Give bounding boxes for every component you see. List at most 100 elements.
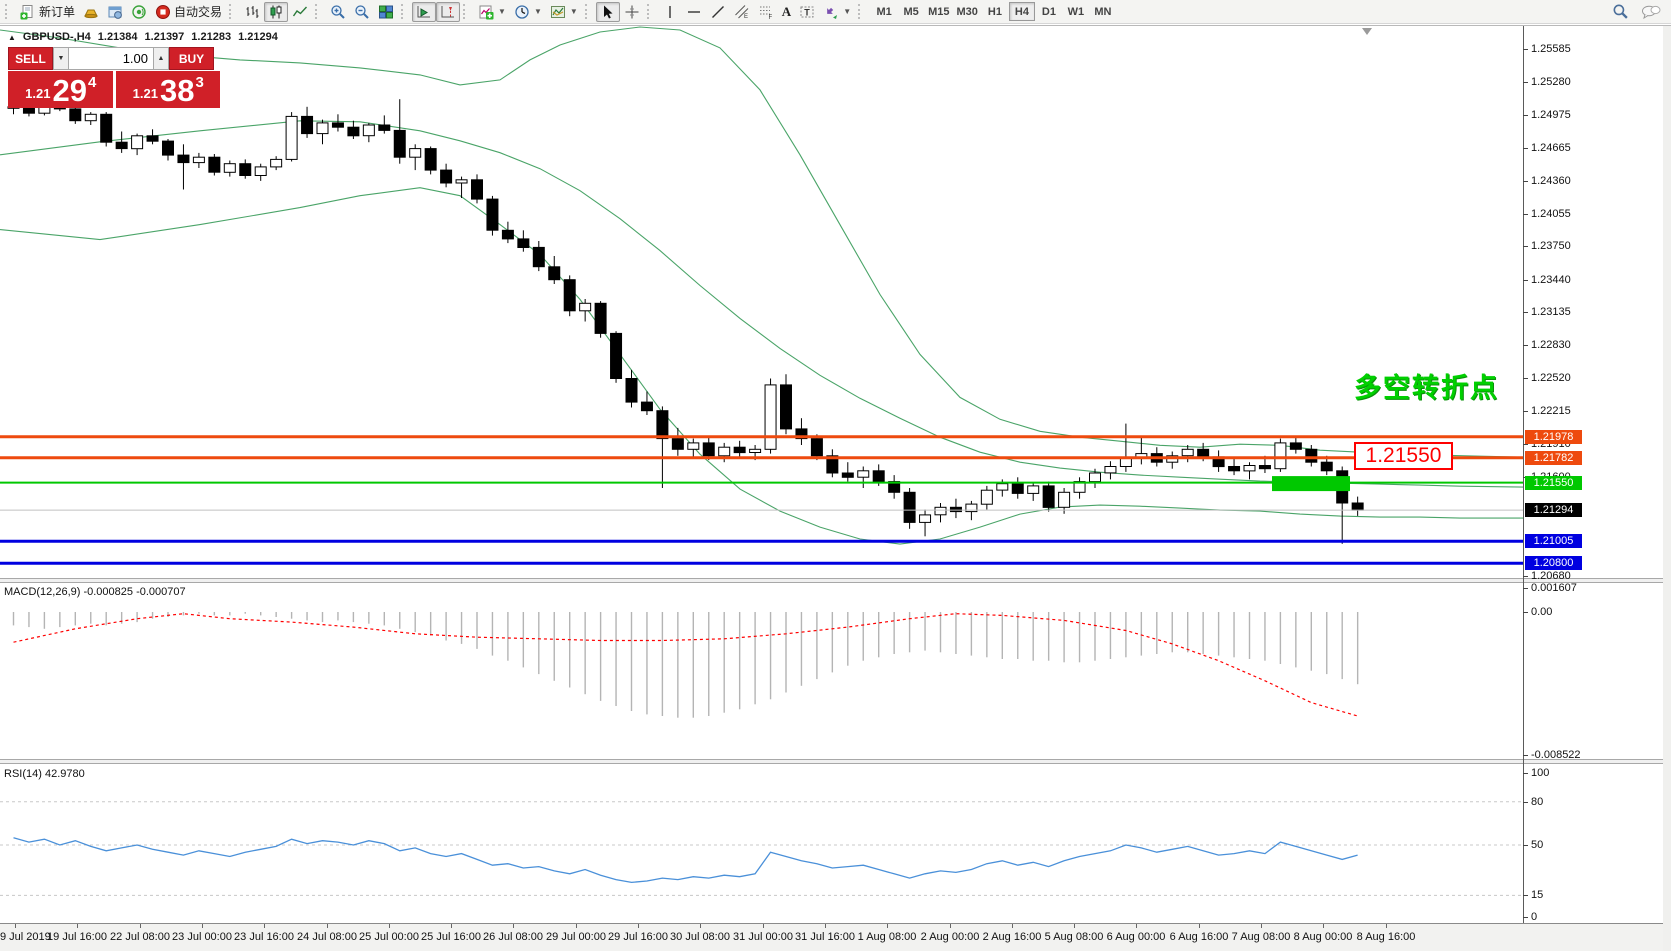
trendline-tool-button[interactable] [706, 2, 730, 22]
autotrading-label: 自动交易 [174, 5, 223, 19]
candle-bearish [594, 302, 607, 334]
auto-scroll-button[interactable] [412, 1, 437, 22]
label-tool-button[interactable]: T [795, 2, 819, 22]
panel-separator[interactable] [0, 578, 1671, 583]
cursor-tool-button[interactable] [595, 1, 620, 22]
templates-icon [550, 5, 565, 18]
ohlc-open: 1.21384 [97, 31, 138, 43]
buy-price-quote[interactable]: 1.21 38 3 [115, 71, 220, 108]
rsi-panel [0, 764, 1523, 922]
periods-button[interactable]: ▼ [510, 2, 546, 22]
horizontal-line-icon [687, 10, 700, 13]
signals-button[interactable] [127, 2, 151, 22]
panel-separator[interactable] [0, 759, 1671, 764]
toolbar-handle [646, 4, 653, 19]
timeframe-button-h4[interactable]: H4 [1008, 2, 1035, 21]
chart-profile-button[interactable] [79, 2, 103, 22]
timeframe-button-m30[interactable]: M30 [954, 2, 981, 21]
search-icon[interactable] [1612, 3, 1629, 20]
time-tick-mark [825, 924, 826, 928]
line-chart-button[interactable] [288, 2, 312, 22]
tile-windows-button[interactable] [374, 2, 398, 22]
price-tick-label: 1.20680 [1531, 570, 1571, 582]
price-tick-label: 1.24975 [1531, 109, 1571, 121]
time-tick-mark [700, 924, 701, 928]
symbol-collapse-icon[interactable]: ▲ [8, 32, 16, 42]
crosshair-tool-button[interactable] [620, 2, 644, 22]
chart-top-border [0, 25, 1671, 26]
chart-shift-button[interactable] [436, 1, 461, 22]
time-tick-mark [1199, 924, 1200, 928]
price-tag-1.21294: 1.21294 [1525, 503, 1582, 517]
rsi-label: RSI(14) 42.9780 [4, 768, 85, 780]
price-tick-label: 1.24665 [1531, 142, 1571, 154]
highlight-rectangle[interactable] [1272, 476, 1350, 492]
timeframe-button-m1[interactable]: M1 [871, 2, 897, 21]
candle-bearish [146, 135, 159, 142]
candle-bearish [640, 401, 653, 412]
zoom-in-button[interactable] [326, 2, 350, 22]
timeframe-button-mn[interactable]: MN [1090, 2, 1116, 21]
candle-bullish [919, 514, 932, 523]
market-watch-button[interactable] [103, 2, 127, 22]
crosshair-icon [625, 5, 639, 18]
bar-chart-button[interactable] [240, 2, 264, 22]
chart-annotation-text[interactable]: 多空转折点 [1354, 373, 1499, 403]
price-tick-mark [1523, 576, 1528, 577]
new-order-label: 新订单 [39, 5, 76, 19]
candle-bearish [100, 113, 113, 143]
ohlc-close: 1.21294 [238, 31, 278, 43]
timeframe-button-m5[interactable]: M5 [898, 2, 924, 21]
candle-bullish [1104, 466, 1117, 474]
zoom-out-button[interactable] [350, 2, 374, 22]
chart-shift-marker[interactable] [1362, 28, 1372, 35]
candle-bearish [22, 107, 35, 114]
time-tick-mark [887, 924, 888, 928]
sell-button[interactable]: SELL [8, 47, 53, 70]
price-tick-mark [1523, 246, 1528, 247]
chat-icon[interactable] [1641, 4, 1661, 20]
candle-bullish [965, 503, 978, 513]
arrows-tool-button[interactable]: ▼ [819, 2, 855, 22]
price-callout-label[interactable]: 1.21550 [1354, 442, 1453, 470]
line-chart-icon [292, 6, 308, 16]
indicators-dropdown-caret: ▼ [498, 7, 506, 16]
volume-increase-button[interactable]: ▲ [153, 47, 169, 70]
candle-bearish [517, 238, 530, 248]
indicators-button[interactable]: ▼ [474, 2, 510, 22]
candle-bullish [749, 448, 762, 453]
volume-decrease-button[interactable]: ▼ [53, 47, 69, 70]
candle-bearish [208, 156, 221, 173]
candlestick-chart-button[interactable] [264, 1, 289, 22]
vertical-line-tool-button[interactable] [658, 2, 682, 22]
timeframe-button-w1[interactable]: W1 [1063, 2, 1089, 21]
candle-bullish [192, 156, 205, 164]
candle-bearish [841, 472, 854, 478]
zoom-in-icon [331, 4, 345, 19]
candle-bearish [162, 140, 174, 156]
text-tool-button[interactable]: A [778, 2, 795, 22]
autotrading-button[interactable]: 自动交易 [151, 2, 226, 22]
new-order-icon [20, 4, 33, 19]
market-watch-icon [108, 6, 122, 19]
volume-input[interactable] [69, 47, 153, 70]
trade-panel-quotes: 1.21 29 4 1.21 38 3 [8, 71, 220, 108]
toolbar-handle [463, 4, 469, 19]
timeframe-button-h1[interactable]: H1 [982, 2, 1008, 21]
candle-bullish [409, 148, 422, 158]
buy-button[interactable]: BUY [169, 47, 214, 70]
macd-label: MACD(12,26,9) -0.000825 -0.000707 [4, 586, 186, 598]
candle-bearish [826, 455, 839, 474]
price-tick-label: 1.23750 [1531, 240, 1571, 252]
equidistant-channel-tool-button[interactable]: E [730, 2, 754, 22]
timeframe-button-m15[interactable]: M15 [925, 2, 952, 21]
horizontal-line-tool-button[interactable] [682, 2, 706, 22]
templates-button[interactable]: ▼ [546, 2, 582, 22]
timeframe-button-d1[interactable]: D1 [1036, 2, 1062, 21]
time-tick-mark [950, 924, 951, 928]
new-order-button[interactable]: 新订单 [16, 2, 79, 22]
trade-panel-controls: SELL ▼ ▲ BUY [8, 47, 220, 70]
sell-price-quote[interactable]: 1.21 29 4 [8, 71, 113, 108]
fibonacci-tool-button[interactable]: F [754, 2, 778, 22]
